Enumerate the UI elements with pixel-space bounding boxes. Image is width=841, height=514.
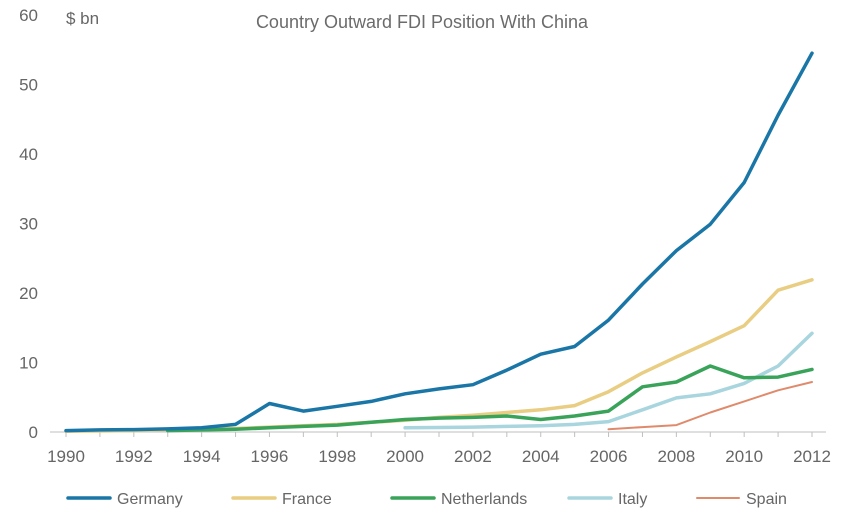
y-tick-label: 40	[19, 145, 38, 164]
y-tick-label: 30	[19, 215, 38, 234]
series-line-germany	[64, 51, 814, 433]
x-tick-label: 2010	[725, 447, 763, 466]
x-tick-label: 1992	[115, 447, 153, 466]
x-tick-label: 2002	[454, 447, 492, 466]
series-line-france	[64, 278, 814, 434]
x-axis: 1990 1992 1994 1996 1998 2000 2002 2004 2006 2008…	[47, 431, 831, 466]
legend-label-italy: Italy	[618, 491, 647, 508]
x-tick-label: 2012	[793, 447, 831, 466]
legend-label-spain: Spain	[746, 491, 787, 508]
y-tick-label: 20	[19, 284, 38, 303]
legend-label-france: France	[282, 491, 332, 508]
legend-label-netherlands: Netherlands	[441, 491, 527, 508]
legend-label-germany: Germany	[117, 491, 183, 508]
x-tick-label: 2006	[590, 447, 628, 466]
series-lines	[64, 51, 814, 434]
legend: Germany France Netherlands Italy Spain	[66, 491, 787, 508]
x-tick-label: 2008	[657, 447, 695, 466]
x-tick-label: 1994	[183, 447, 221, 466]
y-axis-unit-label: $ bn	[66, 9, 99, 28]
y-tick-label: 60	[19, 6, 38, 25]
x-tick-label: 1990	[47, 447, 85, 466]
x-tick-label: 1998	[318, 447, 356, 466]
y-axis-ticks: 0 10 20 30 40 50 60	[19, 6, 38, 442]
series-line-spain	[607, 381, 813, 431]
chart-title: Country Outward FDI Position With China	[256, 12, 589, 32]
series-line-italy	[403, 331, 814, 430]
series-line-netherlands	[165, 364, 814, 433]
x-tick-label: 1996	[251, 447, 289, 466]
x-tick-label: 2004	[522, 447, 560, 466]
y-tick-label: 0	[29, 423, 38, 442]
y-tick-label: 50	[19, 76, 38, 95]
x-tick-label: 2000	[386, 447, 424, 466]
y-tick-label: 10	[19, 354, 38, 373]
